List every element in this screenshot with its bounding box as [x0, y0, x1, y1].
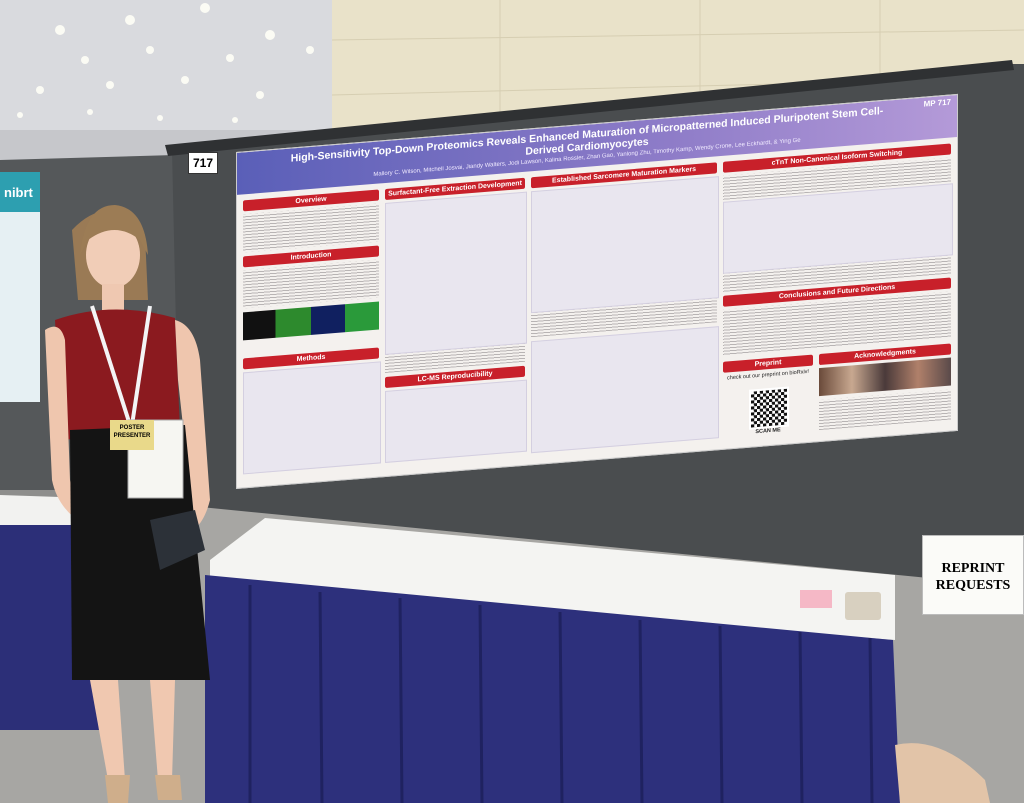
- figure: [531, 176, 719, 314]
- figure: [531, 326, 719, 454]
- reprint-sign: REPRINT REQUESTS: [922, 535, 1024, 615]
- figure: [385, 379, 527, 464]
- banner-text: nibrt: [4, 185, 33, 200]
- figure: [243, 361, 381, 475]
- figure: [385, 191, 527, 356]
- text-block: [243, 259, 379, 309]
- booth-number: 717: [188, 152, 218, 174]
- qr-code: [749, 386, 789, 430]
- text-block: [243, 203, 379, 253]
- text-block: [819, 389, 951, 431]
- image-row: [243, 301, 379, 341]
- poster: High-Sensitivity Top-Down Proteomics Rev…: [236, 93, 958, 490]
- badge-label: POSTER PRESENTER: [110, 420, 154, 450]
